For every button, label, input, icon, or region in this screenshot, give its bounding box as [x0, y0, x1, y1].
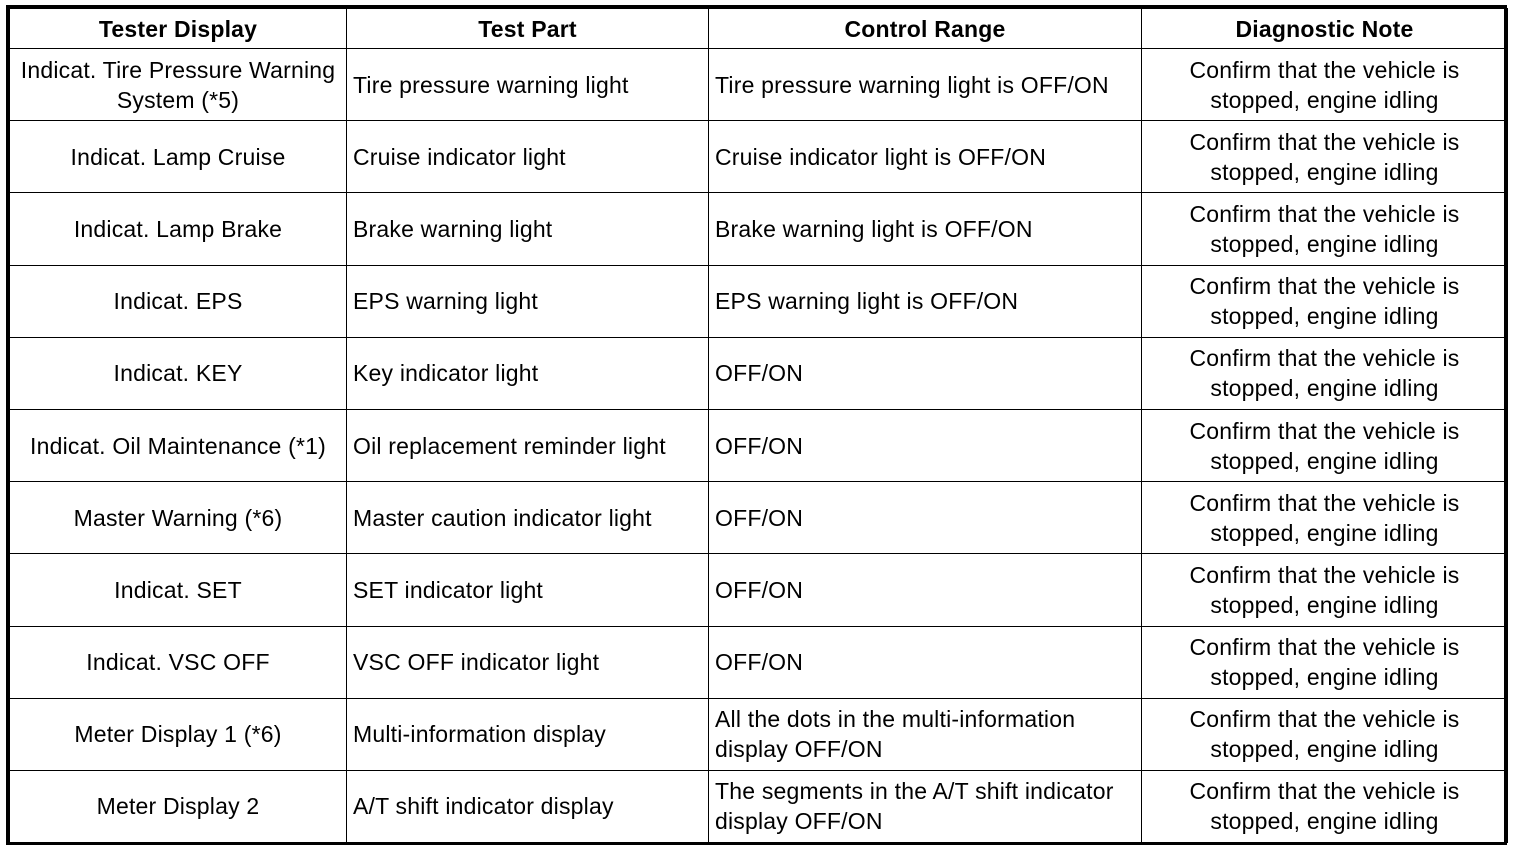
table-header: Tester Display Test Part Control Range D… [9, 8, 1508, 49]
cell-tester-display: Indicat. KEY [9, 336, 347, 410]
cell-diagnostic-note: Confirm that the vehicle is stopped, eng… [1141, 336, 1508, 410]
cell-test-part: Tire pressure warning light [346, 47, 709, 122]
table-row: Meter Display 2 A/T shift indicator disp… [9, 769, 1508, 844]
header-row: Tester Display Test Part Control Range D… [9, 8, 1508, 49]
cell-test-part: Oil replacement reminder light [346, 408, 709, 483]
cell-tester-display: Indicat. EPS [9, 264, 347, 338]
cell-diagnostic-note: Confirm that the vehicle is stopped, eng… [1141, 625, 1508, 699]
cell-tester-display: Indicat. VSC OFF [9, 625, 347, 699]
header-test-part: Test Part [346, 8, 709, 49]
cell-control-range: OFF/ON [708, 625, 1142, 699]
cell-diagnostic-note: Confirm that the vehicle is stopped, eng… [1141, 408, 1508, 483]
header-control-range: Control Range [708, 8, 1142, 49]
cell-tester-display: Meter Display 2 [9, 769, 347, 844]
table-row: Indicat. Tire Pressure Warning System (*… [9, 47, 1508, 122]
cell-tester-display: Indicat. SET [9, 553, 347, 627]
table-body: Indicat. Tire Pressure Warning System (*… [9, 47, 1508, 844]
cell-diagnostic-note: Confirm that the vehicle is stopped, eng… [1141, 697, 1508, 771]
cell-control-range: All the dots in the multi-information di… [708, 697, 1142, 771]
cell-test-part: EPS warning light [346, 264, 709, 338]
cell-diagnostic-note: Confirm that the vehicle is stopped, eng… [1141, 47, 1508, 122]
table-row: Indicat. KEY Key indicator light OFF/ON … [9, 336, 1508, 410]
cell-tester-display: Indicat. Tire Pressure Warning System (*… [9, 47, 347, 122]
cell-control-range: OFF/ON [708, 553, 1142, 627]
cell-control-range: Cruise indicator light is OFF/ON [708, 120, 1142, 194]
table-row: Indicat. Lamp Brake Brake warning light … [9, 192, 1508, 266]
diagnostic-table-container: Tester Display Test Part Control Range D… [6, 5, 1508, 845]
cell-test-part: SET indicator light [346, 553, 709, 627]
cell-control-range: EPS warning light is OFF/ON [708, 264, 1142, 338]
cell-test-part: Cruise indicator light [346, 120, 709, 194]
header-diagnostic-note: Diagnostic Note [1141, 8, 1508, 49]
cell-control-range: Brake warning light is OFF/ON [708, 192, 1142, 266]
table-row: Indicat. SET SET indicator light OFF/ON … [9, 553, 1508, 627]
cell-control-range: OFF/ON [708, 336, 1142, 410]
cell-test-part: Multi-information display [346, 697, 709, 771]
cell-diagnostic-note: Confirm that the vehicle is stopped, eng… [1141, 481, 1508, 555]
table-row: Indicat. VSC OFF VSC OFF indicator light… [9, 625, 1508, 699]
table-row: Indicat. Lamp Cruise Cruise indicator li… [9, 120, 1508, 194]
cell-tester-display: Indicat. Lamp Brake [9, 192, 347, 266]
cell-tester-display: Indicat. Oil Maintenance (*1) [9, 408, 347, 483]
cell-test-part: Key indicator light [346, 336, 709, 410]
table-row: Meter Display 1 (*6) Multi-information d… [9, 697, 1508, 771]
table-row: Indicat. EPS EPS warning light EPS warni… [9, 264, 1508, 338]
cell-diagnostic-note: Confirm that the vehicle is stopped, eng… [1141, 553, 1508, 627]
cell-test-part: VSC OFF indicator light [346, 625, 709, 699]
cell-control-range: OFF/ON [708, 408, 1142, 483]
cell-tester-display: Meter Display 1 (*6) [9, 697, 347, 771]
cell-diagnostic-note: Confirm that the vehicle is stopped, eng… [1141, 264, 1508, 338]
cell-test-part: Master caution indicator light [346, 481, 709, 555]
cell-test-part: A/T shift indicator display [346, 769, 709, 844]
cell-tester-display: Indicat. Lamp Cruise [9, 120, 347, 194]
active-test-table: Tester Display Test Part Control Range D… [9, 8, 1508, 844]
cell-control-range: OFF/ON [708, 481, 1142, 555]
cell-control-range: The segments in the A/T shift indicator … [708, 769, 1142, 844]
table-row: Master Warning (*6) Master caution indic… [9, 481, 1508, 555]
table-row: Indicat. Oil Maintenance (*1) Oil replac… [9, 408, 1508, 483]
cell-diagnostic-note: Confirm that the vehicle is stopped, eng… [1141, 769, 1508, 844]
cell-diagnostic-note: Confirm that the vehicle is stopped, eng… [1141, 192, 1508, 266]
cell-tester-display: Master Warning (*6) [9, 481, 347, 555]
cell-test-part: Brake warning light [346, 192, 709, 266]
header-tester-display: Tester Display [9, 8, 347, 49]
cell-diagnostic-note: Confirm that the vehicle is stopped, eng… [1141, 120, 1508, 194]
cell-control-range: Tire pressure warning light is OFF/ON [708, 47, 1142, 122]
